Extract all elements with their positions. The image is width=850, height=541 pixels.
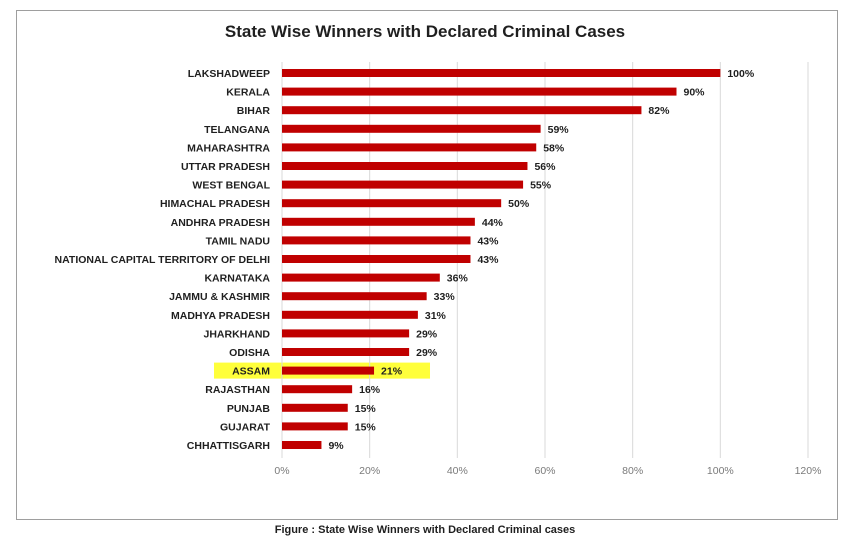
category-label: MADHYA PRADESH <box>171 310 270 322</box>
value-label: 29% <box>416 328 438 340</box>
category-label: LAKSHADWEEP <box>188 68 270 80</box>
value-label: 9% <box>328 440 344 452</box>
bar <box>282 310 418 319</box>
category-label: JAMMU & KASHMIR <box>169 291 270 303</box>
bar <box>282 366 375 375</box>
x-tick-label: 20% <box>359 465 380 477</box>
bar <box>282 441 322 449</box>
category-label: WEST BENGAL <box>192 180 270 192</box>
bar <box>282 403 348 412</box>
chart-title: State Wise Winners with Declared Crimina… <box>224 22 626 41</box>
category-label: KERALA <box>226 87 270 99</box>
bar <box>282 143 537 152</box>
bar <box>282 255 471 263</box>
category-label: NATIONAL CAPITAL TERRITORY OF DELHI <box>55 254 271 266</box>
bar <box>282 180 524 189</box>
bar <box>282 422 348 431</box>
x-tick-label: 0% <box>274 465 289 477</box>
bar <box>282 348 410 356</box>
x-tick-label: 120% <box>795 465 822 477</box>
value-label: 31% <box>425 310 447 322</box>
category-label: CHHATTISGARH <box>187 440 270 452</box>
value-label: 43% <box>477 235 499 247</box>
value-label: 82% <box>648 105 670 117</box>
category-label: MAHARASHTRA <box>187 142 270 154</box>
bar <box>282 273 440 282</box>
bar <box>282 87 677 96</box>
category-label: KARNATAKA <box>204 273 270 285</box>
value-label: 44% <box>482 217 504 229</box>
value-label: 29% <box>416 347 438 359</box>
bar <box>282 124 541 133</box>
value-label: 36% <box>447 273 469 285</box>
value-label: 55% <box>530 180 552 192</box>
value-label: 100% <box>727 68 755 80</box>
category-label: HIMACHAL PRADESH <box>160 198 270 210</box>
category-label: RAJASTHAN <box>205 384 270 396</box>
bar <box>282 236 471 245</box>
figure-caption: Figure : State Wise Winners with Declare… <box>274 524 576 536</box>
x-tick-label: 60% <box>534 465 555 477</box>
value-label: 90% <box>684 87 706 99</box>
value-label: 43% <box>477 254 499 266</box>
value-label: 59% <box>548 124 570 136</box>
bar <box>282 329 410 338</box>
value-label: 21% <box>381 366 403 378</box>
bar <box>282 217 475 226</box>
value-label: 56% <box>534 161 556 173</box>
value-label: 15% <box>355 421 377 433</box>
category-label: JHARKHAND <box>203 328 270 340</box>
category-label: ASSAM <box>232 366 270 378</box>
x-tick-label: 40% <box>447 465 468 477</box>
category-label: TELANGANA <box>204 124 270 136</box>
bar <box>282 292 427 301</box>
category-label: UTTAR PRADESH <box>181 161 270 173</box>
bar <box>282 385 353 394</box>
value-label: 15% <box>355 403 377 415</box>
category-label: BIHAR <box>237 105 271 117</box>
bar <box>282 69 721 77</box>
category-label: GUJARAT <box>220 421 271 433</box>
x-tick-label: 100% <box>707 465 734 477</box>
category-label: PUNJAB <box>227 403 271 415</box>
bar <box>282 199 502 208</box>
x-tick-label: 80% <box>622 465 643 477</box>
category-label: TAMIL NADU <box>206 235 270 247</box>
value-label: 50% <box>508 198 530 210</box>
category-label: ANDHRA PRADESH <box>171 217 270 229</box>
value-label: 16% <box>359 384 381 396</box>
value-label: 33% <box>434 291 456 303</box>
bar <box>282 162 528 170</box>
category-label: ODISHA <box>229 347 270 359</box>
value-label: 58% <box>543 142 565 154</box>
bar <box>282 106 642 115</box>
